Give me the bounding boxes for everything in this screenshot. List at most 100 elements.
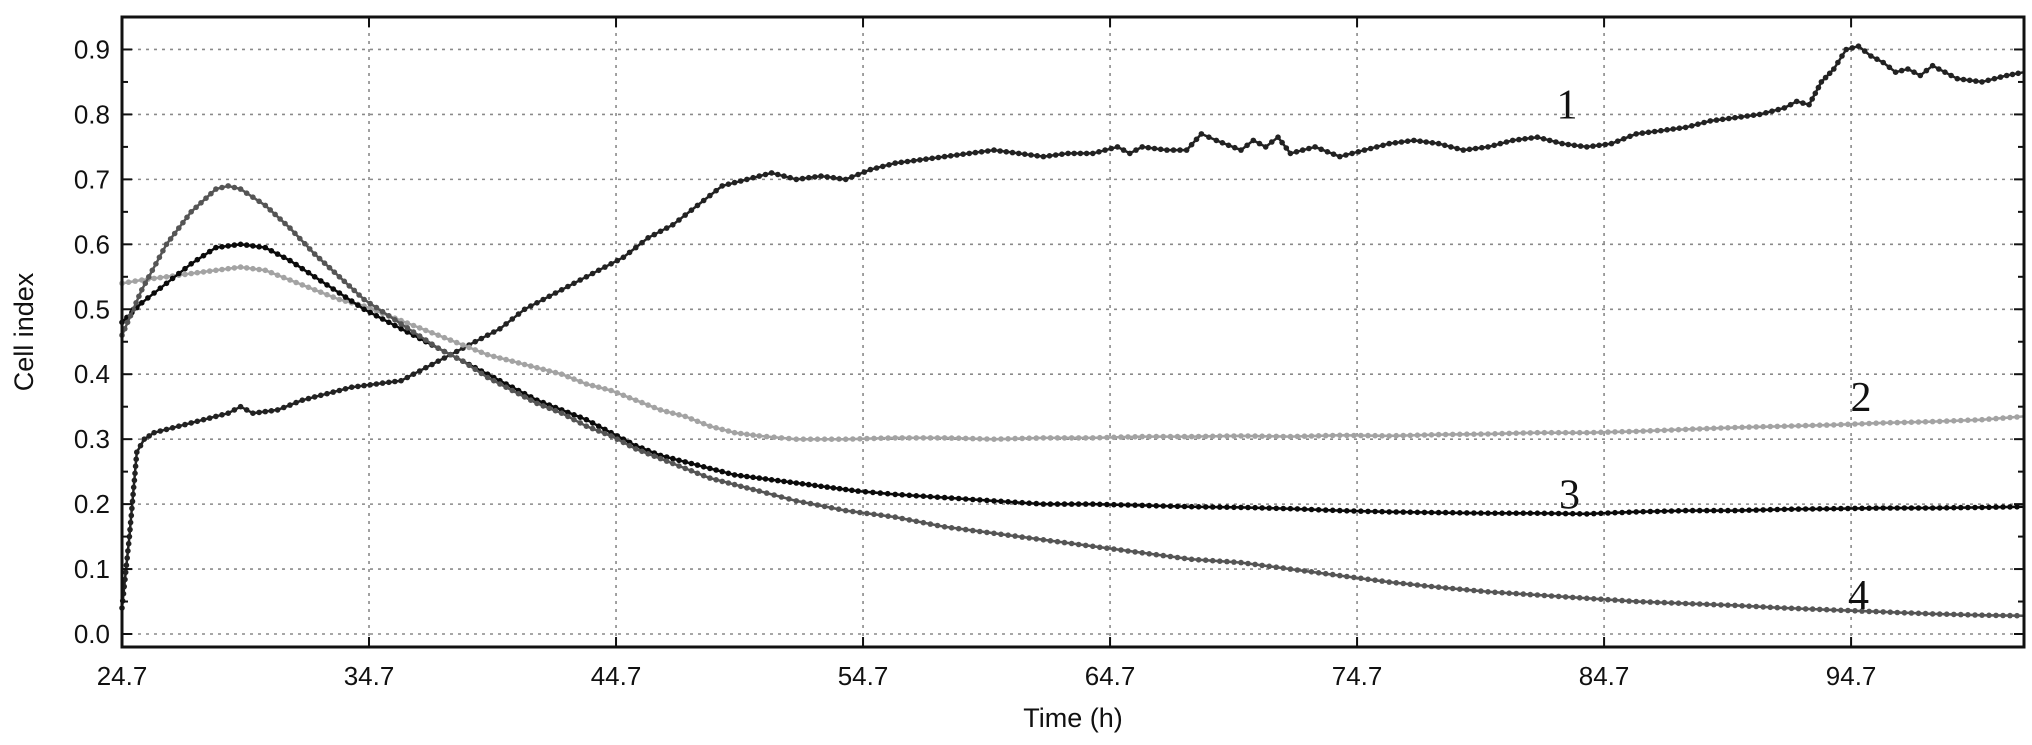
series-2-point (1097, 434, 1103, 441)
series-2-point (941, 435, 948, 441)
series-2-point (1414, 432, 1421, 439)
series-4-point (558, 410, 565, 417)
series-2-point (1061, 435, 1068, 441)
series-1-point (200, 416, 207, 423)
series-2-point (892, 435, 898, 441)
series-3-point (892, 491, 898, 498)
series-4-point (1922, 610, 1929, 617)
series-2-point (1322, 432, 1329, 439)
series-3-point (1471, 510, 1477, 516)
y-tick-label: 0.1 (74, 554, 110, 584)
series-3-point (1576, 511, 1583, 517)
series-2-point (1894, 419, 1901, 426)
series-1-point (1034, 153, 1040, 159)
series-4-point (1725, 602, 1731, 608)
series-3-point (589, 420, 596, 426)
series-2-point (1541, 429, 1548, 436)
series-4-point (1576, 595, 1583, 601)
series-1-point (966, 150, 973, 157)
series-2-point (626, 395, 633, 401)
series-4-point (633, 446, 639, 452)
series-1-point (1689, 123, 1695, 129)
series-1-point (694, 202, 701, 209)
series-4-point (1795, 605, 1802, 612)
series-4-point (208, 190, 214, 197)
series-4-point (1513, 590, 1519, 597)
series-2-point (565, 373, 571, 380)
series-1-point (1812, 90, 1819, 97)
series-3-point (1442, 509, 1449, 516)
series-4-point (447, 351, 454, 358)
series-2-point (416, 325, 423, 331)
series-1-point (1602, 141, 1609, 148)
series-1-point (1269, 139, 1275, 145)
series-2-point (583, 381, 590, 387)
series-1-point (935, 154, 942, 161)
series-3-point (274, 251, 281, 257)
series-3-point (1823, 506, 1830, 512)
series-1-point (287, 402, 293, 408)
series-1-point (663, 225, 670, 231)
series-3-point (1866, 505, 1872, 512)
series-2-point (1167, 433, 1174, 440)
series-3-point (1809, 506, 1816, 512)
series-1-point (1787, 101, 1794, 108)
series-4-point (763, 490, 770, 496)
series-4-point (1929, 611, 1936, 617)
series-3-point (213, 244, 219, 251)
series-1-point (1275, 134, 1281, 140)
series-4-point (180, 219, 186, 226)
series-1-point (1009, 149, 1016, 156)
series-4-point (1534, 592, 1541, 598)
series-2-point (1979, 416, 1985, 423)
series-3-point (1951, 504, 1957, 511)
series-2-point (1478, 431, 1484, 437)
series-2-point (786, 435, 792, 442)
series-2-point (934, 435, 941, 441)
series-1-point (1238, 147, 1244, 153)
series-1-point (1133, 147, 1139, 153)
series-label-4: 4 (1848, 573, 1869, 619)
series-3-point (1633, 509, 1639, 515)
series-3-point (920, 493, 927, 500)
series-1-point (713, 187, 719, 194)
series-1-point (1997, 74, 2004, 80)
series-4-point (404, 325, 411, 331)
series-4-point (1273, 564, 1280, 570)
series-3-point (955, 495, 962, 502)
series-1-point (1942, 69, 1948, 75)
series-2-point (955, 435, 962, 442)
series-4-point (1428, 583, 1435, 590)
series-2-point (151, 275, 157, 282)
series-1-point (123, 562, 130, 568)
series-2-point (1845, 421, 1851, 428)
series-3-point (2000, 504, 2006, 510)
series-3-point (595, 423, 602, 430)
series-4-point (725, 480, 732, 486)
series-4-point (311, 251, 318, 257)
series-1-point (1509, 137, 1516, 144)
series-1-point (1874, 56, 1880, 62)
series-4-point (398, 321, 404, 327)
series-3-point (676, 457, 682, 464)
series-4-point (991, 530, 997, 537)
series-4-point (1195, 557, 1202, 563)
series-1-point (1596, 142, 1602, 149)
series-2-point (1958, 417, 1964, 424)
series-2-point (521, 361, 528, 368)
series-2-point (651, 404, 658, 411)
series-3-point (1449, 509, 1456, 516)
series-1-point (157, 428, 164, 434)
series-4-point (160, 248, 166, 254)
series-4-point (1351, 574, 1357, 581)
series-4-point (814, 502, 821, 508)
series-2-point (540, 366, 546, 373)
x-tick-label: 74.7 (1332, 661, 1383, 691)
series-4-point (1139, 550, 1145, 556)
series-3-point (1414, 509, 1421, 516)
series-3-point (163, 280, 170, 287)
series-3-point (250, 243, 256, 249)
series-2-point (330, 294, 337, 300)
series-2-point (219, 266, 225, 273)
